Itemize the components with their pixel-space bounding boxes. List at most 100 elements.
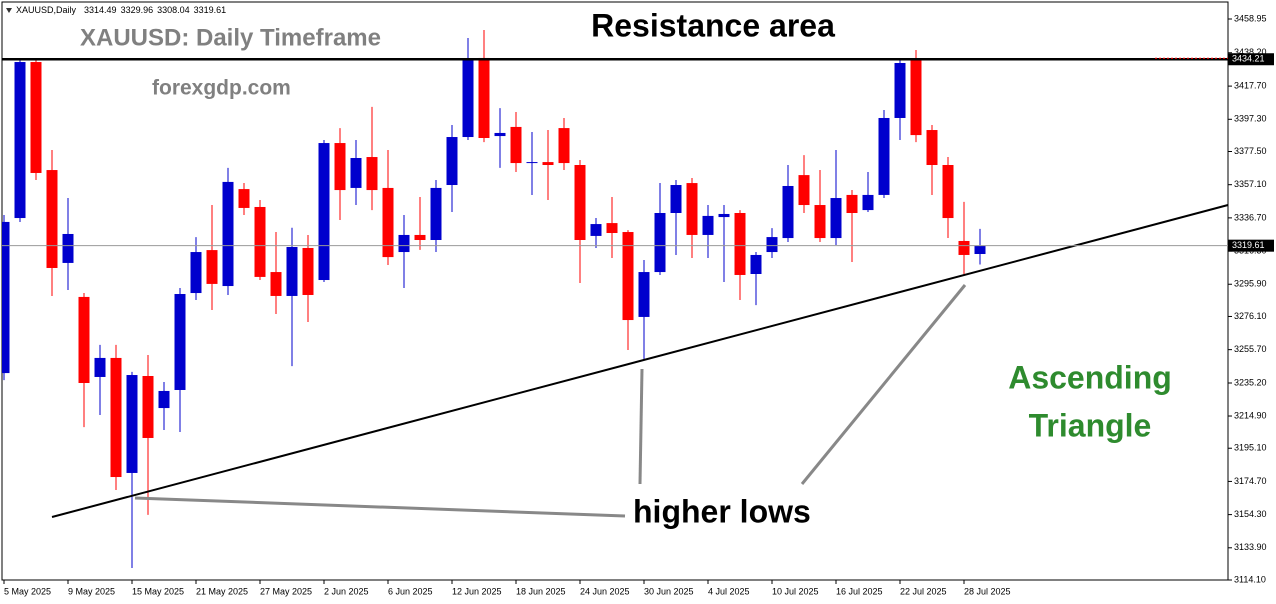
candle-body <box>398 234 410 253</box>
candle-body <box>974 245 986 255</box>
candle-body <box>510 126 522 164</box>
candle-body <box>542 162 554 166</box>
x-tick-label: 9 May 2025 <box>68 586 115 596</box>
x-tick-label: 6 Jun 2025 <box>388 586 433 596</box>
symbol: XAUUSD,Daily <box>16 5 77 15</box>
y-tick-label: 3133.90 <box>1234 542 1267 552</box>
plot-frame <box>1 1 1229 581</box>
candle-body <box>446 137 458 186</box>
pointer-line <box>800 284 967 485</box>
candle-body <box>526 162 538 164</box>
x-tick-label: 10 Jul 2025 <box>772 586 819 596</box>
candle-body <box>302 247 314 295</box>
header-open: 3314.49 <box>84 5 117 15</box>
candle-body <box>430 187 442 240</box>
candle-body <box>110 357 122 478</box>
candle-body <box>958 240 970 255</box>
candle-body <box>846 194 858 213</box>
candle-body <box>270 272 282 296</box>
candle-body <box>590 224 602 236</box>
y-tick-label: 3295.90 <box>1234 279 1267 289</box>
candle-body <box>238 189 250 208</box>
candle-body <box>158 390 170 409</box>
y-tick-label: 3154.30 <box>1234 509 1267 519</box>
x-tick-label: 12 Jun 2025 <box>452 586 502 596</box>
x-tick-label: 4 Jul 2025 <box>708 586 750 596</box>
candle-body <box>686 183 698 235</box>
candle-body <box>782 185 794 239</box>
candle-body <box>830 198 842 239</box>
y-tick-label: 3357.10 <box>1234 179 1267 189</box>
candle-body <box>366 157 378 191</box>
y-tick-label: 3214.90 <box>1234 410 1267 420</box>
candle-body <box>30 62 42 173</box>
resistance-label: 3434.21 <box>1232 54 1265 64</box>
candle-body <box>382 187 394 258</box>
price-label-box <box>1228 239 1274 252</box>
candle-body <box>286 246 298 296</box>
candle-body <box>206 250 218 284</box>
x-tick-label: 18 Jun 2025 <box>516 586 566 596</box>
candle-body <box>702 215 714 235</box>
y-tick-label: 3195.10 <box>1234 443 1267 453</box>
y-tick-label: 3255.70 <box>1234 344 1267 354</box>
y-tick-label: 3458.95 <box>1234 13 1267 23</box>
header-low: 3308.04 <box>157 5 190 15</box>
candle-body <box>222 181 234 287</box>
candle-body <box>142 376 154 438</box>
candle-body <box>654 212 666 273</box>
candle-body <box>926 130 938 166</box>
resistance-label-box <box>1228 53 1274 66</box>
candle-body <box>494 132 506 137</box>
chart-header: XAUUSD,Daily 3314.49 3329.96 3308.04 3319.61 <box>16 5 226 15</box>
y-tick-label: 3377.50 <box>1234 146 1267 156</box>
pattern-label: Ascending <box>1008 359 1172 395</box>
candle-body <box>622 232 634 321</box>
y-tick-label: 3276.10 <box>1234 311 1267 321</box>
current-price-label: 3319.61 <box>1232 240 1265 250</box>
candle-body <box>62 233 74 263</box>
pointer-line <box>638 368 644 485</box>
candle-body <box>910 59 922 136</box>
candle-body <box>798 175 810 206</box>
pattern-label: Triangle <box>1029 407 1152 443</box>
candle-body <box>334 143 346 191</box>
candle-body <box>862 194 874 211</box>
header-high: 3329.96 <box>121 5 154 15</box>
x-tick-label: 5 May 2025 <box>4 586 51 596</box>
candle-body <box>78 296 90 383</box>
candle-body <box>718 213 730 218</box>
candle-body <box>478 57 490 138</box>
x-tick-label: 27 May 2025 <box>260 586 312 596</box>
candle-body <box>174 294 186 390</box>
candle-body <box>670 185 682 213</box>
candle-body <box>734 212 746 275</box>
x-tick-label: 21 May 2025 <box>196 586 248 596</box>
x-tick-label: 24 Jun 2025 <box>580 586 630 596</box>
candle-body <box>894 63 906 118</box>
candle-body <box>766 237 778 253</box>
chart-title: Resistance area <box>591 7 835 43</box>
candle-body <box>46 170 58 268</box>
candle-body <box>462 59 474 138</box>
candle-body <box>350 158 362 188</box>
candle-body <box>318 143 330 281</box>
y-tick-label: 3114.10 <box>1234 574 1266 584</box>
watermark: forexgdp.com <box>152 77 291 100</box>
y-tick-label: 3438.20 <box>1234 47 1267 57</box>
candle-body <box>606 223 618 234</box>
candle-body <box>574 165 586 240</box>
candle-body <box>14 62 26 219</box>
candle-body <box>638 272 650 317</box>
x-tick-label: 2 Jun 2025 <box>324 586 369 596</box>
candle-body <box>254 206 266 277</box>
y-tick-label: 3397.30 <box>1234 114 1267 124</box>
y-tick-label: 3336.70 <box>1234 212 1267 222</box>
header-close: 3319.61 <box>194 5 227 15</box>
subtitle: XAUUSD: Daily Timeframe <box>80 24 381 51</box>
candle-body <box>814 205 826 239</box>
candle-body <box>2 221 10 374</box>
y-tick-label: 3235.20 <box>1234 377 1267 387</box>
x-tick-label: 28 Jul 2025 <box>964 586 1011 596</box>
